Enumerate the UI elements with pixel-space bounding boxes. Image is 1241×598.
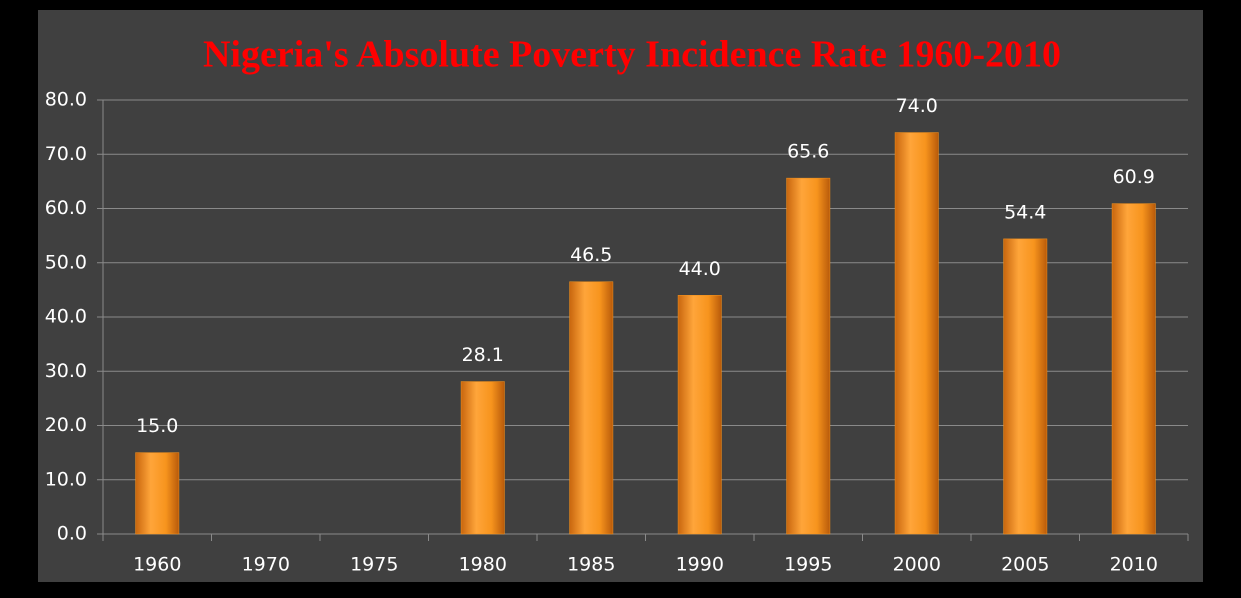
data-label: 65.6 [787,141,829,163]
y-tick-label: 80.0 [45,89,87,111]
data-label: 44.0 [679,258,721,280]
y-tick-label: 70.0 [45,143,87,165]
x-tick-label: 2000 [893,554,941,576]
y-tick-label: 50.0 [45,251,87,273]
x-tick-label: 2005 [1001,554,1049,576]
y-tick-label: 60.0 [45,197,87,219]
bar [786,177,831,535]
data-label: 28.1 [462,344,504,366]
bar [135,452,180,535]
chart-title: Nigeria's Absolute Poverty Incidence Rat… [203,34,1061,76]
x-tick-label: 1975 [350,554,398,576]
bar [460,381,505,535]
bar [677,295,722,535]
bar [1003,238,1048,535]
bar [894,132,939,535]
y-tick-label: 40.0 [45,306,87,328]
bar [1111,203,1156,535]
x-tick-label: 2010 [1110,554,1158,576]
data-label: 46.5 [570,244,612,266]
y-tick-label: 30.0 [45,360,87,382]
x-tick-label: 1960 [133,554,181,576]
x-tick-label: 1980 [459,554,507,576]
bar [569,281,614,535]
data-label: 74.0 [896,95,938,117]
x-tick-label: 1990 [676,554,724,576]
data-label: 15.0 [136,415,178,437]
data-label: 54.4 [1004,201,1046,223]
y-tick-label: 10.0 [45,468,87,490]
y-tick-label: 0.0 [57,523,87,545]
y-tick-label: 20.0 [45,414,87,436]
x-tick-label: 1995 [784,554,832,576]
x-tick-label: 1970 [242,554,290,576]
data-label: 60.9 [1113,166,1155,188]
x-tick-label: 1985 [567,554,615,576]
